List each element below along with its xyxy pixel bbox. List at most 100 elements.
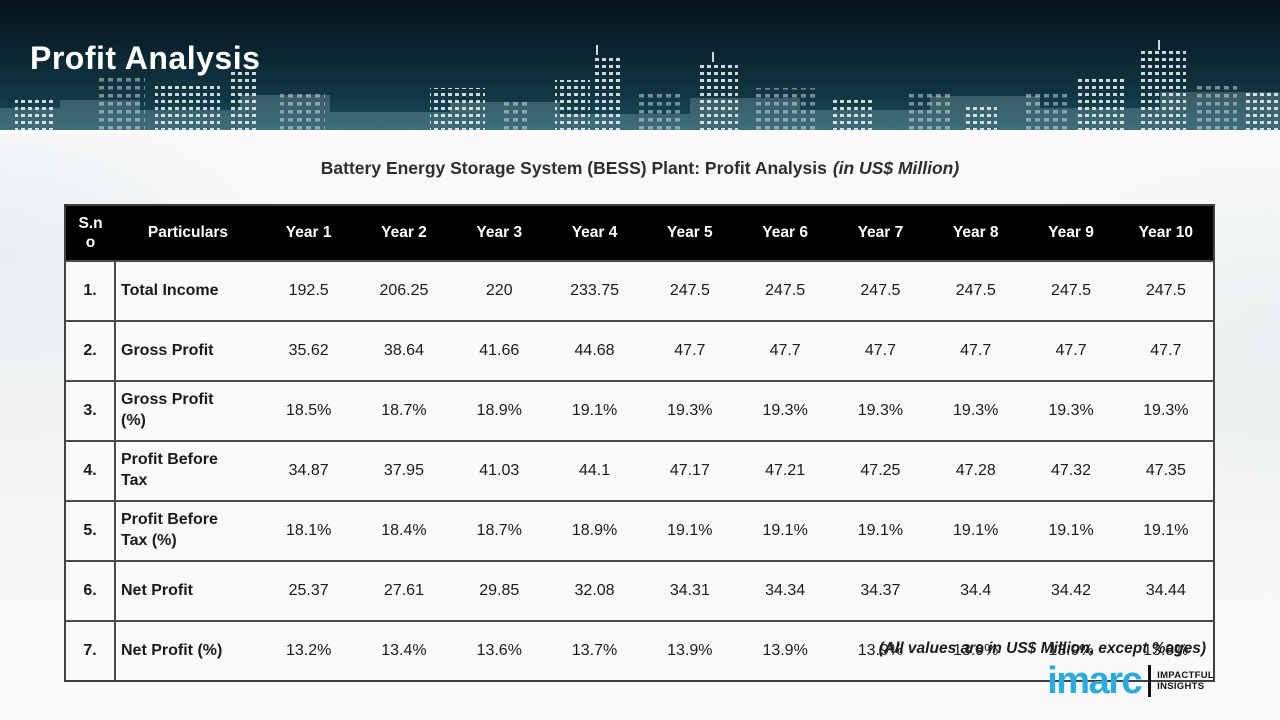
value-cell: 34.4 <box>928 560 1024 621</box>
value-cell: 47.7 <box>928 320 1024 381</box>
value-cell: 206.25 <box>356 260 452 321</box>
logo-tagline: IMPACTFUL INSIGHTS <box>1157 670 1214 693</box>
logo-divider <box>1148 665 1152 698</box>
column-header: Year 3 <box>451 205 547 261</box>
row-number-cell: 1. <box>65 260 116 321</box>
header-banner: Profit Analysis <box>0 0 1280 134</box>
particulars-cell: Net Profit <box>115 560 261 621</box>
value-cell: 247.5 <box>832 260 929 321</box>
value-cell: 13.9% <box>1023 620 1119 681</box>
particulars-cell: Gross Profit (%) <box>115 380 261 441</box>
table-row: 7. Net Profit (%) 13.2% 13.4% 13.6% 13.7% 13.9… <box>65 620 1214 681</box>
value-cell: 13.4% <box>356 620 452 681</box>
value-cell: 18.4% <box>356 500 452 561</box>
row-number-cell: 4. <box>65 440 116 501</box>
value-cell: 19.1% <box>546 380 643 441</box>
value-cell: 25.37 <box>261 560 357 621</box>
value-cell: 47.7 <box>1118 320 1214 381</box>
value-cell: 47.17 <box>642 440 738 501</box>
row-number-cell: 2. <box>65 320 116 381</box>
value-cell: 18.7% <box>356 380 452 441</box>
value-cell: 13.9% <box>642 620 738 681</box>
value-cell: 44.68 <box>546 320 643 381</box>
value-cell: 34.37 <box>832 560 929 621</box>
value-cell: 18.1% <box>261 500 357 561</box>
value-cell: 13.9% <box>1118 620 1214 681</box>
table-row: 1. Total Income 192.5 206.25 220 233.75 247.5 2… <box>65 260 1214 321</box>
value-cell: 19.3% <box>1118 380 1214 441</box>
value-cell: 13.9% <box>832 620 929 681</box>
city-skyline-graphic <box>0 40 1280 130</box>
row-number-cell: 5. <box>65 500 116 561</box>
value-cell: 35.62 <box>261 320 357 381</box>
value-cell: 247.5 <box>928 260 1024 321</box>
particulars-cell: Total Income <box>115 260 261 321</box>
particulars-cell: Profit Before Tax (%) <box>115 500 261 561</box>
table-title-unit: (in US$ Million) <box>832 158 960 178</box>
row-number-cell: 7. <box>65 620 116 681</box>
table-title: Battery Energy Storage System (BESS) Pla… <box>0 158 1280 179</box>
column-header: Particulars <box>115 205 261 261</box>
value-cell: 47.35 <box>1118 440 1214 501</box>
value-cell: 34.44 <box>1118 560 1214 621</box>
value-cell: 220 <box>451 260 547 321</box>
logo-tagline-line1: IMPACTFUL <box>1157 669 1214 681</box>
value-cell: 19.3% <box>928 380 1024 441</box>
value-cell: 247.5 <box>642 260 738 321</box>
value-cell: 19.3% <box>737 380 833 441</box>
imarc-logo-text: imarc <box>1047 660 1142 702</box>
value-cell: 47.7 <box>642 320 738 381</box>
column-header: Year 1 <box>261 205 357 261</box>
value-cell: 19.3% <box>1023 380 1119 441</box>
particulars-cell: Net Profit (%) <box>115 620 261 681</box>
value-cell: 18.7% <box>451 500 547 561</box>
particulars-cell: Profit Before Tax <box>115 440 261 501</box>
value-cell: 247.5 <box>1023 260 1119 321</box>
column-header: Year 7 <box>832 205 929 261</box>
value-cell: 18.9% <box>546 500 643 561</box>
table-row: 2. Gross Profit 35.62 38.64 41.66 44.68 47.7 47… <box>65 320 1214 381</box>
value-cell: 18.9% <box>451 380 547 441</box>
value-cell: 29.85 <box>451 560 547 621</box>
value-cell: 247.5 <box>1118 260 1214 321</box>
column-header: Year 6 <box>737 205 833 261</box>
value-cell: 38.64 <box>356 320 452 381</box>
row-number-cell: 6. <box>65 560 116 621</box>
column-header: Year 2 <box>356 205 452 261</box>
value-cell: 47.7 <box>832 320 929 381</box>
column-header: Year 4 <box>546 205 643 261</box>
value-cell: 41.03 <box>451 440 547 501</box>
column-header: Year 9 <box>1023 205 1119 261</box>
value-cell: 47.25 <box>832 440 929 501</box>
value-cell: 41.66 <box>451 320 547 381</box>
table-row: 5. Profit Before Tax (%) 18.1% 18.4% 18.7% 18… <box>65 500 1214 561</box>
value-cell: 47.21 <box>737 440 833 501</box>
value-cell: 34.34 <box>737 560 833 621</box>
logo-tagline-line2: INSIGHTS <box>1157 681 1205 693</box>
value-cell: 47.7 <box>737 320 833 381</box>
value-cell: 13.2% <box>261 620 357 681</box>
column-header: Year 8 <box>928 205 1024 261</box>
value-cell: 18.5% <box>261 380 357 441</box>
value-cell: 19.1% <box>1023 500 1119 561</box>
particulars-cell: Gross Profit <box>115 320 261 381</box>
value-cell: 13.9% <box>928 620 1024 681</box>
column-header: Year 10 <box>1118 205 1214 261</box>
column-header: S.no <box>65 205 115 261</box>
table-row: 3. Gross Profit (%) 18.5% 18.7% 18.9% 19.1% 19… <box>65 380 1214 441</box>
column-header: Year 5 <box>642 205 738 261</box>
value-cell: 233.75 <box>546 260 643 321</box>
value-cell: 37.95 <box>356 440 452 501</box>
value-cell: 19.1% <box>1118 500 1214 561</box>
value-cell: 19.3% <box>642 380 738 441</box>
value-cell: 27.61 <box>356 560 452 621</box>
value-cell: 13.7% <box>546 620 643 681</box>
row-number-cell: 3. <box>65 380 116 441</box>
value-cell: 47.32 <box>1023 440 1119 501</box>
table-row: 4. Profit Before Tax 34.87 37.95 41.03 44.1 47… <box>65 440 1214 501</box>
value-cell: 34.87 <box>261 440 357 501</box>
